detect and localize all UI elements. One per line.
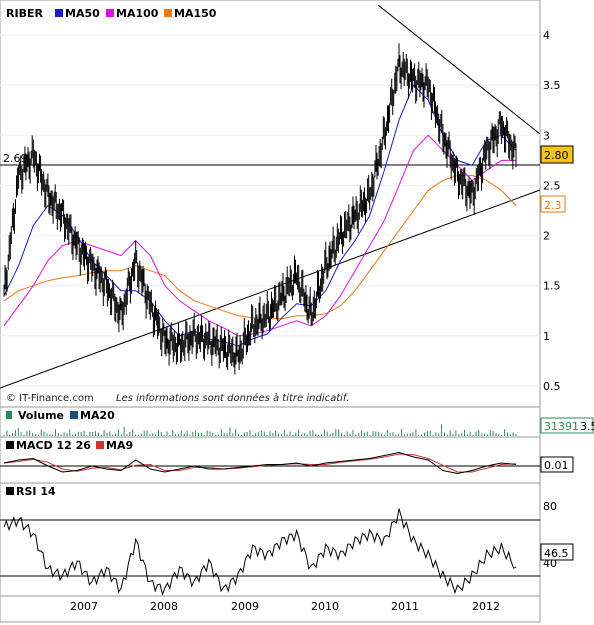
x-axis-year-label: 2010 [311, 600, 339, 613]
support-trendline [0, 189, 541, 389]
rsi-tag-bg [540, 543, 574, 561]
legend-riber: RIBER [6, 7, 43, 20]
legend-volume: Volume [18, 409, 64, 422]
legend-ma150: MA150 [174, 7, 217, 20]
x-axis-year-label: 2012 [472, 600, 500, 613]
legend-swatch-ma150 [164, 9, 172, 17]
price-bars [3, 43, 517, 375]
volume-tag: 31391 [544, 420, 579, 433]
price-tick-label: 3 [543, 129, 550, 142]
legend-rsi: RSI 14 [16, 485, 56, 498]
price-tick-label: 1 [543, 330, 550, 343]
legend-swatch-ma100 [106, 9, 114, 17]
ma150-tag: 2.3 [544, 199, 562, 212]
legend-vol-ma20: MA20 [80, 409, 115, 422]
rsi-panel: RSI 14 80 40 46.5 [0, 482, 574, 597]
rsi-tick-80: 80 [543, 500, 557, 513]
macd-tag: 0.01 [544, 459, 569, 472]
legend-swatch-macd [6, 441, 14, 449]
x-axis-year-label: 2007 [70, 600, 98, 613]
x-axis-year-label: 2008 [150, 600, 178, 613]
macd-tag-bg [540, 456, 574, 473]
price-tick-label: 2.5 [543, 179, 561, 192]
price-tick-label: 2 [543, 230, 550, 243]
price-tick-label: 1.5 [543, 280, 561, 293]
price-panel: 4 3.5 3 2.5 2 1.5 1 0.5 2.69 RIBER MA50 MA100 M… [0, 0, 574, 408]
x-axis-year-label: 2011 [391, 600, 419, 613]
legend-ma100: MA100 [116, 7, 159, 20]
price-tick-label: 3.5 [543, 79, 561, 92]
legend-swatch-volume [6, 411, 12, 419]
x-axis-year-label: 2009 [231, 600, 259, 613]
last-price-tag: 2.80 [544, 149, 569, 162]
credit-source: © IT-Finance.com [6, 393, 94, 404]
price-tick-label: 0.5 [543, 380, 561, 393]
legend-ma9: MA9 [106, 439, 133, 452]
last-price-tag-bg [540, 145, 574, 164]
legend-ma50: MA50 [65, 7, 100, 20]
legend-swatch-rsi [6, 487, 14, 495]
ma150-tag-bg [540, 195, 566, 213]
resistance-trendline [377, 4, 541, 135]
price-tick-label: 4 [543, 29, 550, 42]
ma9-line [3, 453, 517, 473]
volume-tag-suffix: 3.5 [580, 420, 594, 433]
price-legend: RIBER MA50 MA100 MA150 [6, 7, 217, 20]
volume-panel: Volume MA20 31391 3.5 [0, 406, 594, 438]
legend-swatch-ma50 [55, 9, 63, 17]
macd-panel: MACD 12 26 MA9 0.01 [0, 436, 574, 484]
x-axis: 2007 2008 2009 2010 2011 2012 [0, 595, 541, 623]
credit-disclaimer: Les informations sont données à titre in… [116, 392, 349, 404]
legend-swatch-vol-ma20 [70, 411, 78, 419]
rsi-tag: 46.5 [544, 547, 569, 560]
rsi-line [3, 508, 517, 597]
volume-tag-bg [540, 417, 594, 434]
legend-macd: MACD 12 26 [16, 439, 91, 452]
macd-line [3, 451, 517, 475]
ma100-line [3, 134, 516, 337]
legend-swatch-ma9 [96, 441, 104, 449]
support-level-label: 2.69 [3, 152, 28, 165]
